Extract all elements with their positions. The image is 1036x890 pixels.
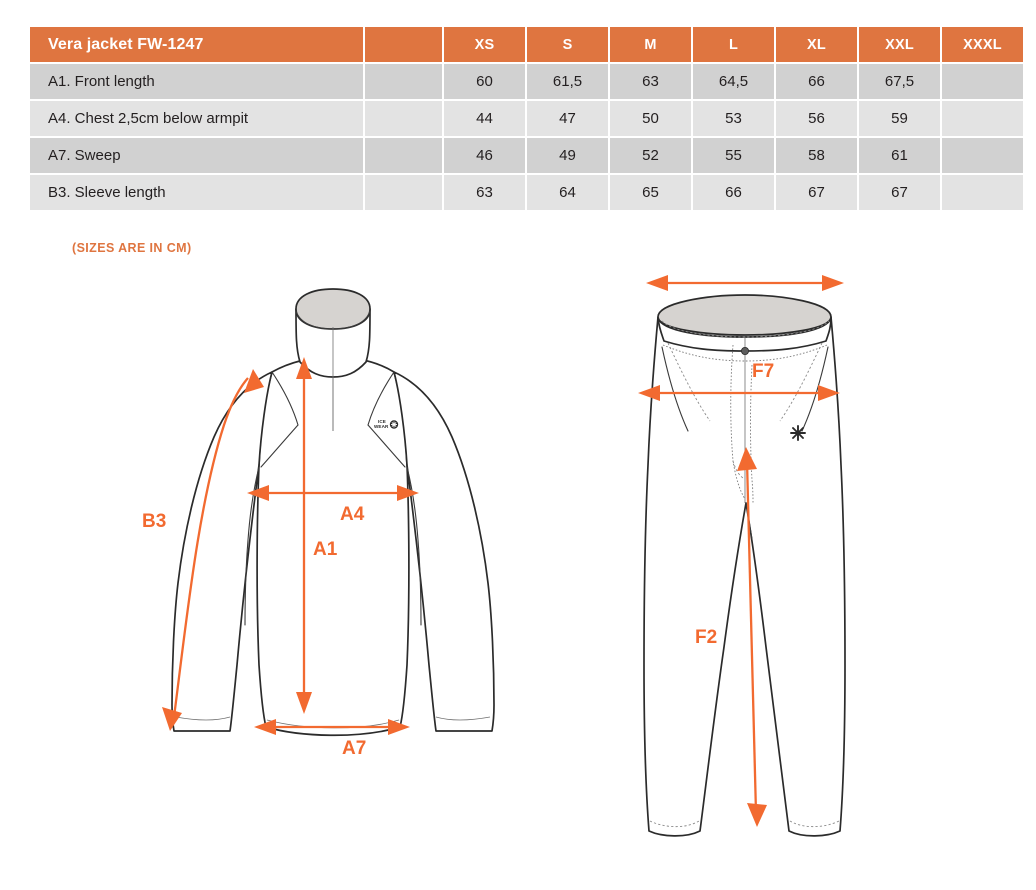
size-header-m: M — [610, 27, 691, 62]
measurement-label: A1. Front length — [30, 64, 363, 99]
size-header-xl: XL — [776, 27, 857, 62]
value-l: 64,5 — [693, 64, 774, 99]
value-s: 47 — [527, 101, 608, 136]
spacer-cell — [365, 138, 442, 173]
value-xs: 44 — [444, 101, 525, 136]
value-xl: 58 — [776, 138, 857, 173]
logo-text-line2: WEAR — [374, 424, 389, 429]
table-row: B3. Sleeve length 63 64 65 66 67 67 — [30, 175, 1023, 210]
value-xl: 67 — [776, 175, 857, 210]
jacket-right-sleeve — [393, 371, 495, 732]
value-xs: 60 — [444, 64, 525, 99]
dimension-a4: A4 — [247, 485, 419, 525]
trousers-waistband — [657, 294, 832, 352]
dimension-f7: F7 — [638, 361, 840, 401]
ice-wear-logo: ICE WEAR — [374, 419, 399, 429]
jacket-shoulder-seams — [260, 371, 406, 468]
value-s: 49 — [527, 138, 608, 173]
table-row: A4. Chest 2,5cm below armpit 44 47 50 53… — [30, 101, 1023, 136]
logo-text-line1: ICE — [378, 419, 386, 424]
size-chart-table-container: Vera jacket FW-1247 XS S M L XL XXL XXXL… — [28, 25, 1023, 212]
table-header: Vera jacket FW-1247 XS S M L XL XXL XXXL — [30, 27, 1023, 62]
trousers-svg: F6 F7 F2 — [638, 265, 846, 837]
jacket-figure: ICE WEAR B3 — [120, 265, 540, 785]
measurement-label: A4. Chest 2,5cm below armpit — [30, 101, 363, 136]
measurement-label: A7. Sweep — [30, 138, 363, 173]
value-xl: 56 — [776, 101, 857, 136]
logo-snowflake-icon — [389, 420, 399, 429]
value-m: 63 — [610, 64, 691, 99]
trousers-snowflake-icon — [790, 425, 806, 441]
value-xxxl — [942, 101, 1023, 136]
value-xxxl — [942, 64, 1023, 99]
units-note: (SIZES ARE IN CM) — [72, 241, 192, 255]
trousers-fly — [730, 337, 754, 504]
table-row: A1. Front length 60 61,5 63 64,5 66 67,5 — [30, 64, 1023, 99]
dimension-label-a7: A7 — [342, 738, 366, 759]
table-header-row: Vera jacket FW-1247 XS S M L XL XXL XXXL — [30, 27, 1023, 62]
value-m: 50 — [610, 101, 691, 136]
table-row: A7. Sweep 46 49 52 55 58 61 — [30, 138, 1023, 173]
dimension-f6: F6 — [646, 265, 844, 291]
table-body: A1. Front length 60 61,5 63 64,5 66 67,5… — [30, 64, 1023, 210]
value-xxxl — [942, 138, 1023, 173]
value-s: 64 — [527, 175, 608, 210]
dimension-a1: A1 — [296, 357, 338, 714]
dimension-label-f2: F2 — [695, 627, 717, 648]
dimension-label-b3: B3 — [142, 511, 166, 532]
value-xxl: 67,5 — [859, 64, 940, 99]
spacer-header-cell — [365, 27, 442, 62]
measurement-label: B3. Sleeve length — [30, 175, 363, 210]
jacket-armhole-seams — [244, 466, 422, 626]
trousers-pockets — [661, 342, 829, 432]
value-l: 66 — [693, 175, 774, 210]
spacer-cell — [365, 101, 442, 136]
dimension-label-f6: F6 — [732, 265, 754, 268]
size-header-s: S — [527, 27, 608, 62]
spacer-cell — [365, 175, 442, 210]
value-xxl: 61 — [859, 138, 940, 173]
dimension-a7: A7 — [254, 719, 410, 759]
dimension-f2: F2 — [695, 447, 767, 827]
size-header-xxl: XXL — [859, 27, 940, 62]
spacer-cell — [365, 64, 442, 99]
value-l: 53 — [693, 101, 774, 136]
value-xs: 63 — [444, 175, 525, 210]
value-m: 52 — [610, 138, 691, 173]
value-xs: 46 — [444, 138, 525, 173]
technical-drawings: ICE WEAR B3 — [0, 265, 1036, 890]
value-m: 65 — [610, 175, 691, 210]
size-header-xxxl: XXXL — [942, 27, 1023, 62]
dimension-label-f7: F7 — [752, 361, 774, 382]
size-header-l: L — [693, 27, 774, 62]
dimension-label-a4: A4 — [340, 504, 365, 525]
trousers-figure: F6 F7 F2 — [600, 265, 930, 875]
product-title: Vera jacket FW-1247 — [30, 27, 363, 62]
value-l: 55 — [693, 138, 774, 173]
value-s: 61,5 — [527, 64, 608, 99]
value-xxxl — [942, 175, 1023, 210]
dimension-label-a1: A1 — [313, 539, 338, 560]
jacket-body — [256, 356, 410, 737]
size-header-xs: XS — [444, 27, 525, 62]
size-chart-table: Vera jacket FW-1247 XS S M L XL XXL XXXL… — [28, 25, 1025, 212]
dimension-b3: B3 — [142, 369, 264, 731]
value-xxl: 59 — [859, 101, 940, 136]
value-xl: 66 — [776, 64, 857, 99]
jacket-svg: ICE WEAR B3 — [142, 288, 495, 759]
value-xxl: 67 — [859, 175, 940, 210]
